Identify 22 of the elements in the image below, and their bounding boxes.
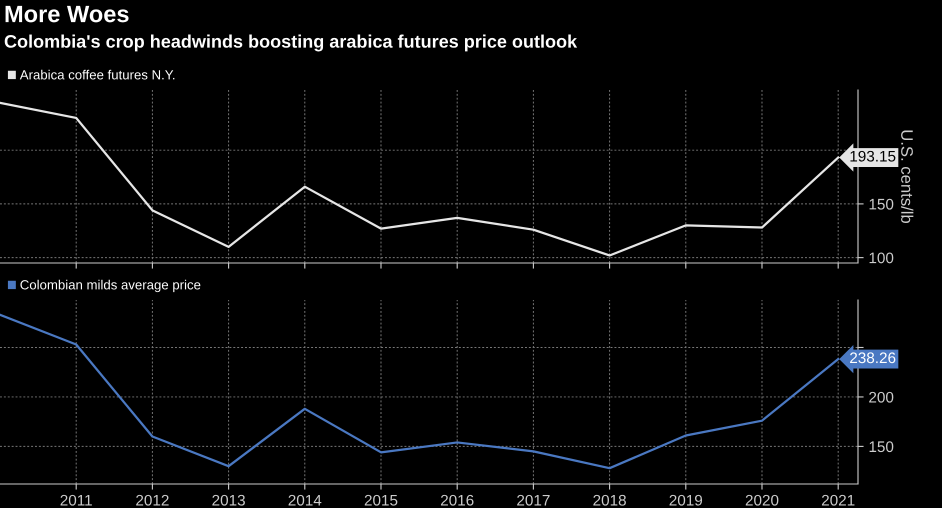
- x-tick-label: 2014: [288, 494, 322, 506]
- y-tick-label: 150: [870, 198, 894, 210]
- x-tick-label: 2011: [60, 494, 92, 506]
- y-axis-title: U.S. cents/lb: [901, 130, 914, 224]
- x-tick-label: 2018: [593, 494, 626, 506]
- x-tick-label: 2021: [822, 494, 854, 506]
- x-tick-label: 2013: [212, 494, 245, 506]
- x-tick-label: 2016: [440, 494, 474, 506]
- y-tick-label: 100: [870, 252, 894, 264]
- legend-label: Arabica coffee futures N.Y.: [20, 70, 174, 80]
- annotation: 238.26: [850, 352, 896, 364]
- annotation: 193.15: [850, 150, 896, 162]
- x-tick-label: 2017: [517, 494, 550, 506]
- y-tick-label: 150: [870, 441, 894, 452]
- x-tick-label: 2015: [364, 494, 398, 506]
- x-tick-label: 2019: [670, 494, 702, 506]
- chart-title: More Woes: [6, 6, 129, 22]
- chart-subtitle: Colombia's crop headwinds boosting arabica futures price outlook: [4, 34, 578, 52]
- y-tick-label: 200: [869, 392, 894, 403]
- legend-label: Colombian milds average price: [20, 280, 200, 292]
- x-tick-label: 2020: [746, 494, 778, 506]
- x-tick-label: 2012: [136, 494, 169, 506]
